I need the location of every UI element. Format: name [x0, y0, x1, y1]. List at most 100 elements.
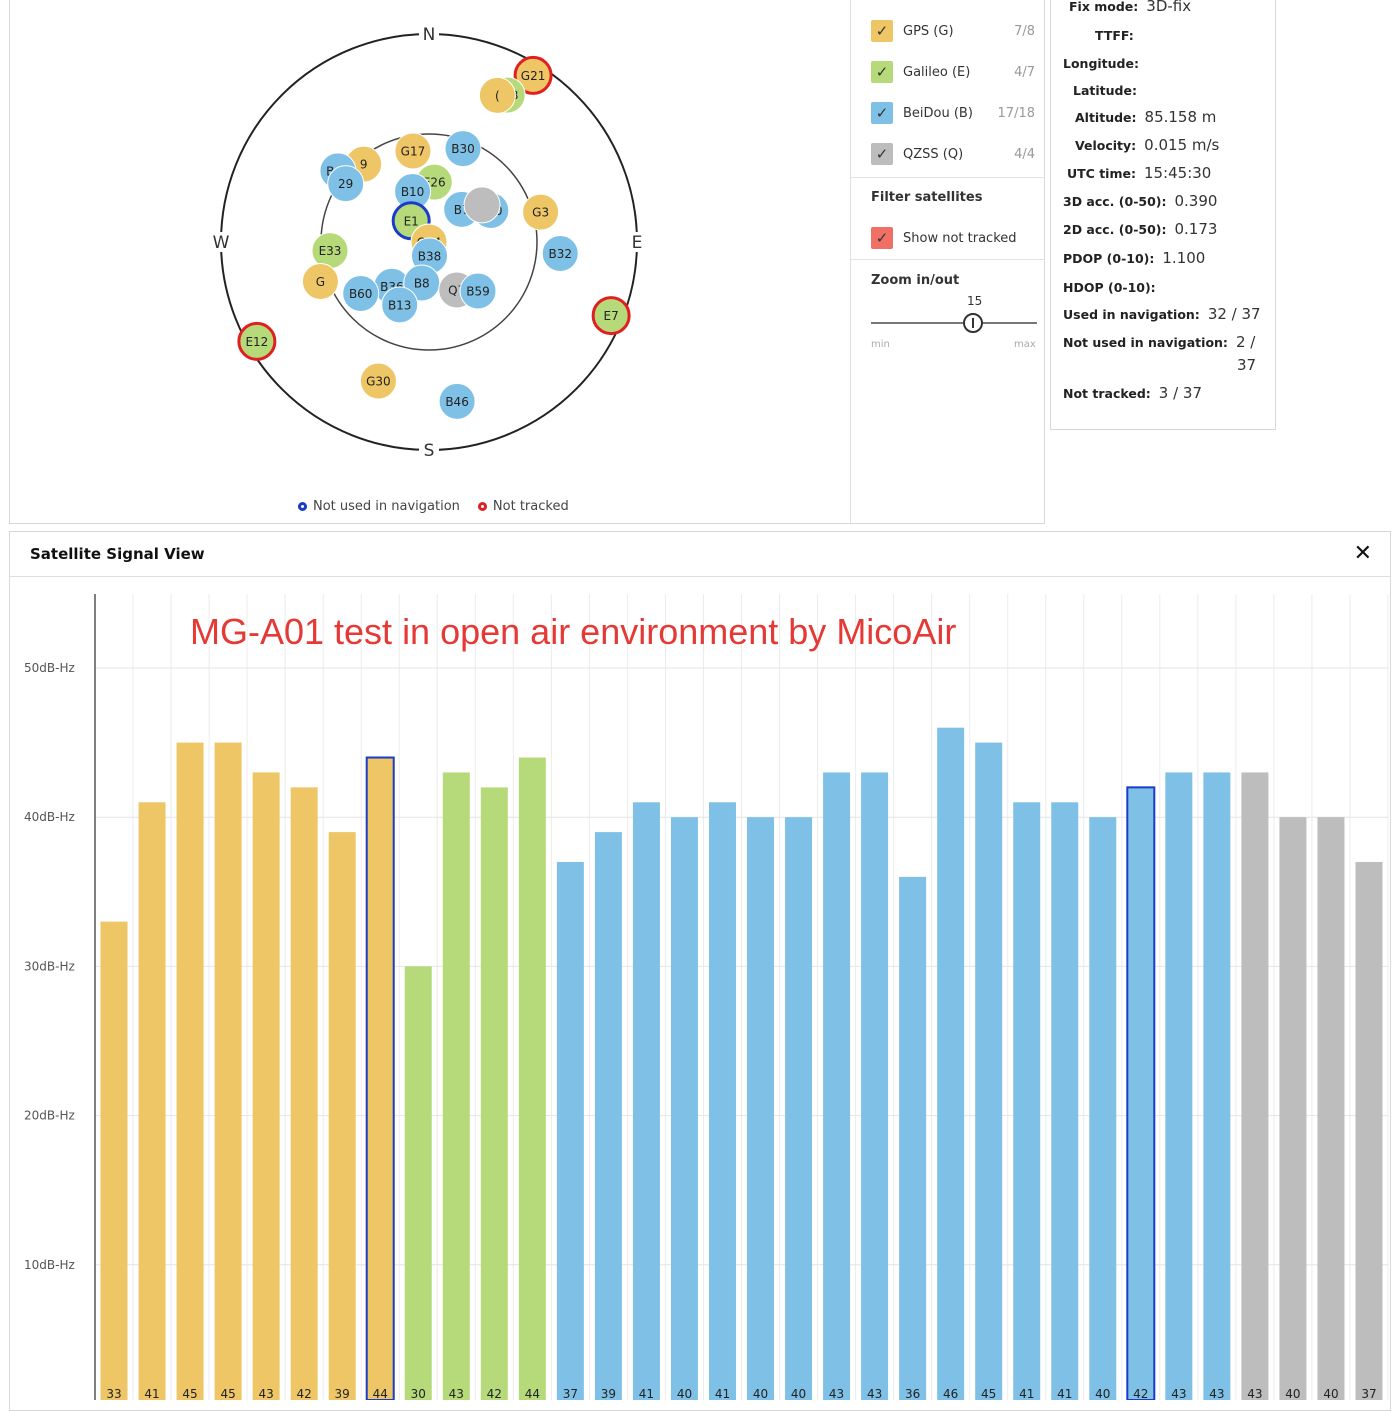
signal-bar[interactable]: [1317, 817, 1345, 1400]
signal-bar[interactable]: [290, 787, 318, 1400]
bar-value-label: 43: [258, 1387, 273, 1400]
signal-bar[interactable]: [442, 772, 470, 1400]
signal-bar[interactable]: [138, 802, 166, 1400]
info-key: UTC time:: [1067, 166, 1136, 181]
signal-bar[interactable]: [594, 832, 622, 1400]
satellite-b32[interactable]: B32: [541, 234, 579, 272]
signal-bar[interactable]: [1165, 772, 1193, 1400]
constellation-toggle-beidou[interactable]: ✓ BeiDou (B) 17/18: [851, 93, 1045, 133]
show-not-tracked-label: Show not tracked: [903, 230, 1017, 246]
signal-bar[interactable]: [556, 861, 584, 1400]
info-value: 15:45:30: [1143, 164, 1212, 182]
bar-value-label: 43: [867, 1387, 882, 1400]
satellite-g3[interactable]: G3: [522, 193, 560, 231]
bar-value-label: 40: [753, 1387, 768, 1400]
signal-bar[interactable]: [480, 787, 508, 1400]
checkbox-qzss[interactable]: ✓: [871, 143, 893, 165]
signal-bar[interactable]: [708, 802, 736, 1400]
signal-bar[interactable]: [1126, 786, 1156, 1400]
satellite-label: G21: [521, 69, 546, 83]
signal-bar[interactable]: [214, 742, 242, 1400]
satellite-label: G17: [401, 144, 426, 158]
zoom-slider-thumb[interactable]: [963, 313, 983, 333]
satellite-b59[interactable]: B59: [459, 272, 497, 310]
signal-bar[interactable]: [632, 802, 660, 1400]
red-ring-icon: [477, 502, 487, 511]
info-key: TTFF:: [1095, 28, 1134, 43]
signal-bar[interactable]: [1089, 817, 1117, 1400]
signal-bar[interactable]: [1279, 817, 1307, 1400]
close-icon[interactable]: ✕: [1353, 541, 1372, 566]
checkbox-gps[interactable]: ✓: [871, 20, 893, 42]
constellation-count: 17/18: [997, 105, 1035, 121]
checkbox-beidou[interactable]: ✓: [871, 102, 893, 124]
checkbox-galileo[interactable]: ✓: [871, 61, 893, 83]
info-altitude: Altitude: 85.158 m: [1075, 108, 1216, 126]
constellation-toggle-galileo[interactable]: ✓ Galileo (E) 4/7: [851, 52, 1045, 92]
signal-bar[interactable]: [670, 817, 698, 1400]
info-value: 32 / 37: [1207, 305, 1261, 323]
satellite-e12[interactable]: E12: [237, 321, 277, 361]
info-utc-time: UTC time: 15:45:30: [1067, 164, 1211, 182]
satellite-b60[interactable]: B60: [342, 274, 380, 312]
signal-bar[interactable]: [1203, 772, 1231, 1400]
compass-west: W: [213, 233, 230, 253]
bar-value-label: 40: [1285, 1387, 1300, 1400]
satellite-label: B30: [451, 142, 475, 156]
info-3d-acc: 3D acc. (0-50): 0.390: [1063, 192, 1217, 210]
satellite-g?[interactable]: (: [478, 76, 516, 114]
signal-bar[interactable]: [1013, 802, 1041, 1400]
signal-bar[interactable]: [404, 966, 432, 1400]
signal-bar[interactable]: [365, 756, 395, 1400]
signal-bar[interactable]: [823, 772, 851, 1400]
show-not-tracked-toggle[interactable]: ✓ Show not tracked: [851, 218, 1045, 258]
signal-bar[interactable]: [975, 742, 1003, 1400]
signal-bar[interactable]: [176, 742, 204, 1400]
skyplot[interactable]: NSEWG21E13(G17B30E26B10B7B40E19B4529G3B3…: [10, 0, 850, 525]
satellite-g21[interactable]: G21: [513, 55, 553, 95]
signal-bar[interactable]: [785, 817, 813, 1400]
satellite-e33[interactable]: E33: [311, 232, 349, 270]
satellite-b13[interactable]: B13: [381, 286, 419, 324]
signal-bar[interactable]: [1241, 772, 1269, 1400]
info-value: 37: [1237, 356, 1257, 374]
y-tick-label: 20dB-Hz: [24, 1109, 75, 1123]
satellite-b29[interactable]: 29: [327, 165, 365, 203]
compass-east: E: [632, 233, 643, 253]
info-key: Altitude:: [1075, 110, 1137, 125]
satellite-g?2[interactable]: G: [301, 263, 339, 301]
constellation-toggle-gps[interactable]: ✓ GPS (G) 7/8: [851, 11, 1045, 51]
signal-bar[interactable]: [518, 757, 546, 1400]
checkbox-show-not-tracked[interactable]: ✓: [871, 227, 893, 249]
bar-value-label: 42: [487, 1387, 502, 1400]
satellite-g17[interactable]: G17: [394, 132, 432, 170]
signal-bar[interactable]: [861, 772, 889, 1400]
bar-value-label: 40: [791, 1387, 806, 1400]
bar-value-label: 46: [943, 1387, 958, 1400]
signal-bar[interactable]: [899, 876, 927, 1400]
signal-bar[interactable]: [1051, 802, 1079, 1400]
signal-bar[interactable]: [328, 832, 356, 1400]
satellite-e7[interactable]: E7: [591, 296, 631, 336]
signal-bar[interactable]: [937, 727, 965, 1400]
signal-bar[interactable]: [100, 921, 128, 1400]
signal-view-panel: 50dB-Hz 40dB-Hz 30dB-Hz 20dB-Hz 10dB-Hz 33 41 4…: [9, 531, 1391, 1411]
signal-bar-chart: 50dB-Hz 40dB-Hz 30dB-Hz 20dB-Hz 10dB-Hz 33 41 4…: [24, 594, 1389, 1400]
bar-value-label: 43: [1209, 1387, 1224, 1400]
satellite-b30[interactable]: B30: [444, 130, 482, 168]
satellite-label: (: [495, 89, 500, 103]
signal-bar[interactable]: [1355, 861, 1383, 1400]
satellite-q?[interactable]: [463, 186, 501, 224]
satellite-b46[interactable]: B46: [438, 382, 476, 420]
bar-value-label: 37: [563, 1387, 578, 1400]
satellite-label: B46: [445, 395, 469, 409]
zoom-slider-track[interactable]: [871, 322, 1037, 324]
satellite-label: E7: [604, 309, 619, 323]
signal-bar[interactable]: [747, 817, 775, 1400]
info-key: Not tracked:: [1063, 386, 1151, 401]
satellite-b10[interactable]: B10: [394, 172, 432, 210]
constellation-toggle-qzss[interactable]: ✓ QZSS (Q) 4/4: [851, 134, 1045, 174]
satellite-g30[interactable]: G30: [359, 362, 397, 400]
signal-bar[interactable]: [252, 772, 280, 1400]
info-key: HDOP (0-10):: [1063, 280, 1156, 295]
